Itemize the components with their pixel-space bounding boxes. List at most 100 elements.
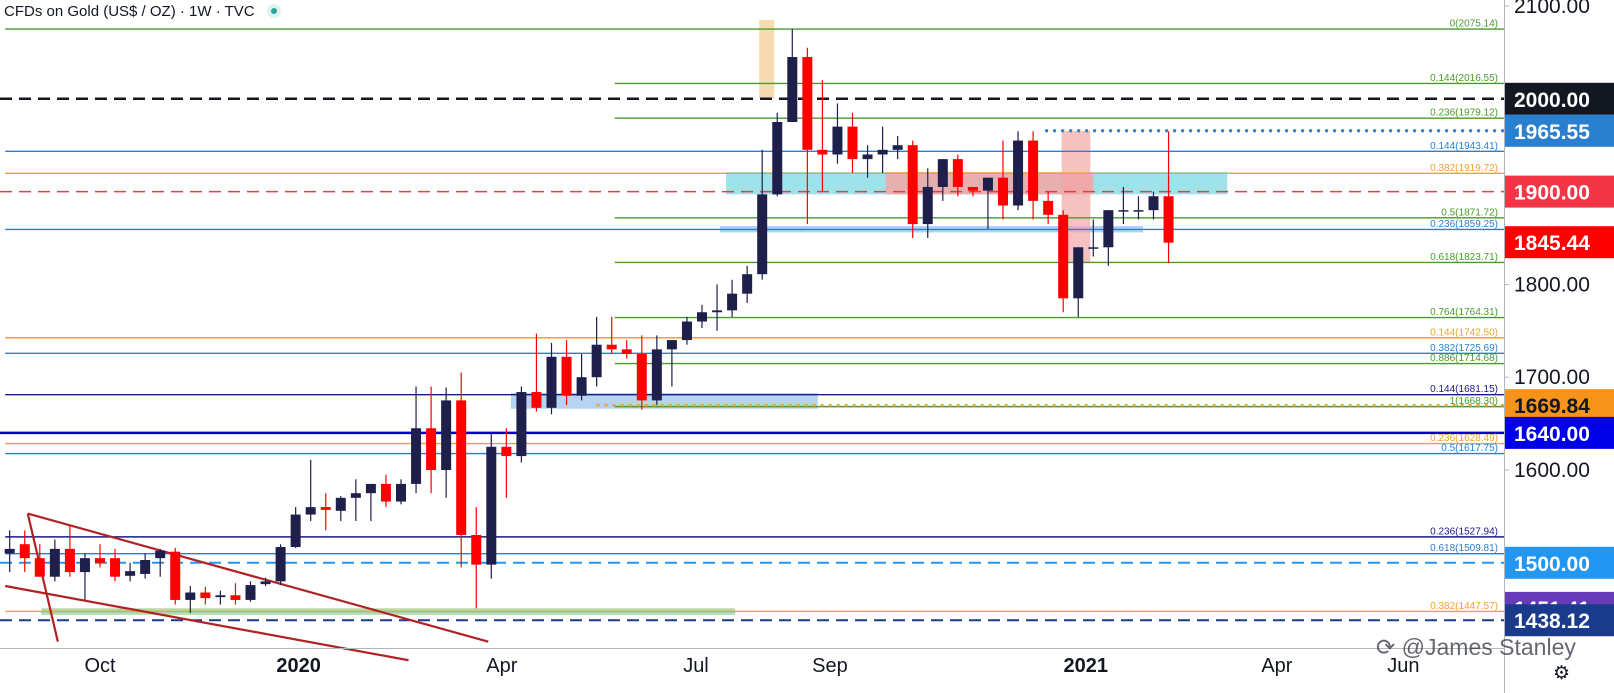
fib-labels-layer: 0(2075.14) 0.144(2016.55) 0.236(1979.12) 0.…: [1430, 19, 1498, 612]
candle-body: [230, 595, 241, 600]
candle: [666, 340, 677, 387]
horizontal-lines-layer: [0, 97, 1504, 622]
candle: [787, 29, 798, 122]
candle: [531, 333, 542, 412]
candle-body: [275, 547, 286, 582]
candle-body: [1133, 210, 1144, 212]
candle-body: [1118, 210, 1129, 212]
candle-body: [561, 356, 572, 396]
candle: [4, 530, 15, 573]
trendline: [26, 513, 59, 642]
price-tag-bg: [1505, 416, 1614, 449]
candle-body: [1103, 210, 1114, 248]
candle-body: [471, 534, 482, 565]
candle-body: [1088, 247, 1099, 249]
candle: [712, 284, 723, 331]
candle: [245, 581, 256, 602]
price-tag-1900.00: 1900.00: [1505, 175, 1614, 208]
settings-gear-icon[interactable]: ⚙: [1553, 663, 1571, 684]
candle-body: [591, 344, 602, 378]
candle: [516, 386, 527, 463]
source-label: TVC: [224, 3, 255, 20]
fib-level-label: 0.382(1447.57): [1430, 601, 1498, 612]
separator: ·: [215, 3, 225, 20]
chart-legend[interactable]: CFDs on Gold (US$ / OZ) · 1W · TVC: [4, 3, 281, 20]
price-tag-bg: [1505, 175, 1614, 208]
candle: [922, 168, 933, 238]
candle-body: [125, 571, 136, 576]
candle-body: [290, 514, 301, 548]
price-tag-1640.00: 1640.00: [1505, 416, 1614, 449]
candle-body: [636, 354, 647, 401]
candle-body: [34, 558, 45, 577]
candle-body: [185, 592, 196, 600]
price-tag-label: 2000.00: [1514, 89, 1590, 112]
candle-body: [862, 154, 873, 160]
candle: [441, 387, 452, 498]
candle: [49, 539, 60, 582]
price-tag-bg: [1505, 226, 1614, 259]
candle-body: [350, 493, 361, 498]
candle: [335, 495, 346, 522]
candle-body: [110, 558, 121, 577]
candle: [847, 112, 858, 174]
time-tick-label: 2021: [1064, 655, 1109, 677]
fib-level-label: 1(1668.30): [1450, 396, 1498, 407]
price-tag-label: 1640.00: [1514, 423, 1590, 446]
candle: [290, 507, 301, 548]
price-tag-label: 1669.84: [1514, 395, 1590, 418]
time-tick-label: Apr: [486, 655, 517, 677]
candle-body: [1058, 214, 1069, 299]
candle-body: [952, 159, 963, 187]
candle-body: [64, 548, 75, 573]
candle-body: [802, 57, 813, 150]
fib-level-label: 0.382(1725.69): [1430, 343, 1498, 354]
candle-body: [982, 177, 993, 191]
fib-level-label: 0.236(1859.25): [1430, 219, 1498, 230]
interval-label: 1W: [189, 3, 212, 20]
candle: [802, 47, 813, 225]
candle: [742, 265, 753, 303]
candle-body: [365, 483, 376, 494]
candle-body: [215, 595, 226, 598]
candle-body: [380, 483, 391, 502]
time-tick-label: Sep: [812, 655, 848, 677]
trendline: [4, 584, 409, 662]
candle-body: [666, 340, 677, 350]
candle: [380, 474, 391, 508]
price-tag-label: 1965.55: [1514, 121, 1590, 144]
candle-body: [907, 145, 918, 225]
candle: [411, 386, 422, 494]
candle-body: [200, 592, 211, 599]
price-tag-label: 1845.44: [1514, 232, 1590, 255]
price-tag-bg: [1505, 546, 1614, 579]
price-tick-label: 2100.00: [1514, 0, 1590, 18]
candle: [681, 316, 692, 345]
candle-body: [1028, 140, 1039, 201]
candle: [606, 316, 617, 354]
candle: [862, 145, 873, 178]
candle: [365, 483, 376, 522]
candle-body: [155, 550, 166, 559]
price-tag-bg: [1505, 389, 1614, 422]
candle-body: [170, 551, 181, 600]
candle-body: [727, 293, 738, 311]
fib-level-label: 0.618(1509.81): [1430, 543, 1498, 554]
candle: [817, 80, 828, 192]
candle: [260, 577, 271, 586]
candle: [1163, 131, 1174, 264]
price-tag-1845.44: 1845.44: [1505, 226, 1614, 259]
watermark-text: @James Stanley: [1401, 634, 1576, 660]
candle-body: [651, 349, 662, 401]
fib-level-label: 0.236(1979.12): [1430, 108, 1498, 119]
fib-level-label: 0.5(1617.75): [1441, 443, 1498, 454]
candle: [1058, 210, 1069, 313]
candle-body: [19, 544, 30, 559]
candle-body: [245, 585, 256, 600]
candle: [546, 342, 557, 415]
candle: [19, 530, 30, 573]
candle: [305, 459, 316, 522]
candle-body: [937, 159, 948, 187]
candle: [125, 562, 136, 582]
